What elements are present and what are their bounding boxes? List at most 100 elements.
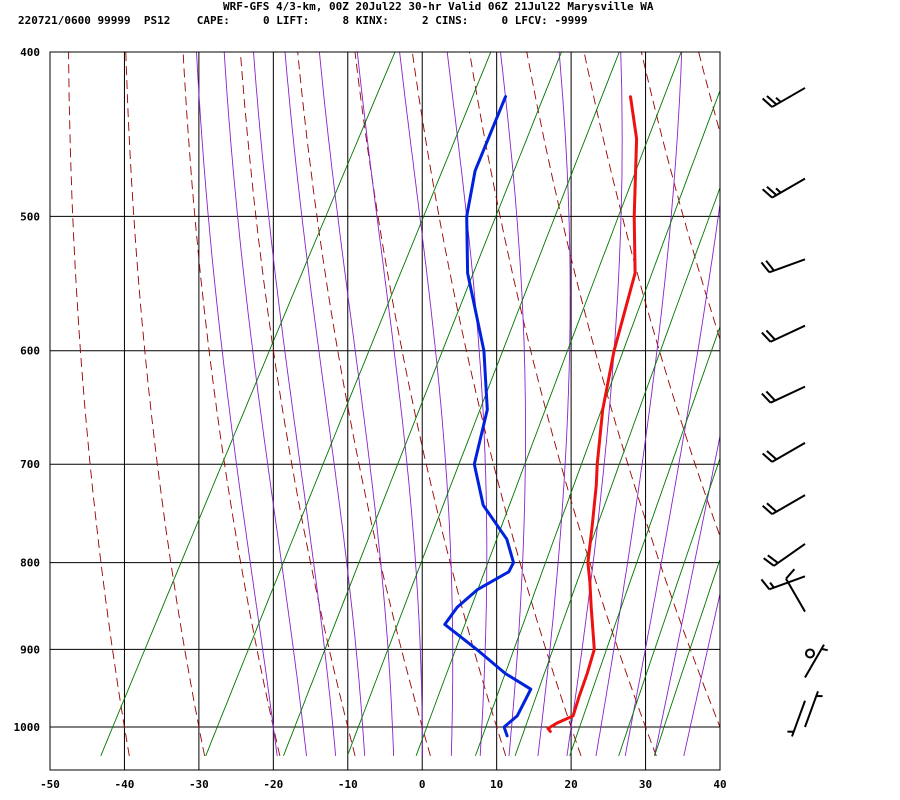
sounding-indices: 220721/0600 99999 PS12 CAPE: 0 LIFT: 8 K… — [18, 14, 588, 27]
barb-flag — [765, 329, 776, 341]
moist-adiabat — [683, 591, 720, 756]
x-tick-label: 0 — [419, 778, 426, 791]
barb-flag — [766, 450, 778, 461]
barb-staff — [771, 87, 806, 108]
temperature-trace — [546, 95, 639, 733]
barb-half-flag — [821, 647, 828, 652]
y-tick-label: 600 — [20, 345, 40, 358]
mixing-ratio-line — [654, 557, 720, 757]
barb-staff — [804, 644, 825, 678]
moist-adiabat — [624, 201, 720, 756]
mixing-ratio-line — [415, 52, 682, 757]
dry-adiabat — [698, 52, 720, 134]
mixing-ratio-line — [569, 325, 720, 757]
dry-adiabat — [297, 52, 431, 757]
wind-barb — [804, 644, 828, 678]
barb-flag — [767, 554, 779, 564]
dry-adiabat — [583, 52, 720, 538]
barb-flag — [761, 452, 773, 463]
dry-adiabat — [354, 52, 507, 757]
barb-flag — [760, 261, 771, 273]
moist-adiabat — [399, 52, 454, 756]
moist-adiabat — [566, 52, 623, 756]
dewpoint-trace — [443, 95, 533, 738]
wind-barb — [761, 87, 806, 108]
x-tick-label: 40 — [713, 778, 726, 791]
barb-flag — [761, 97, 773, 108]
chart-title: WRF-GFS 4/3-km, 00Z 20Jul22 30-hr Valid … — [223, 0, 654, 13]
moist-adiabat — [356, 52, 423, 756]
mixing-ratio-line — [283, 52, 562, 757]
barb-half-flag — [775, 187, 782, 194]
barb-staff — [768, 575, 806, 591]
dry-adiabat — [865, 33, 900, 756]
x-tick-label: -50 — [40, 778, 60, 791]
wind-barb — [760, 575, 806, 591]
x-tick-label: -20 — [263, 778, 283, 791]
wind-barbs — [760, 87, 828, 737]
wind-barb — [761, 442, 806, 463]
barb-flag — [766, 185, 778, 196]
moist-adiabat — [654, 433, 720, 756]
sounding-traces — [443, 95, 639, 738]
x-tick-label: 10 — [490, 778, 503, 791]
y-tick-label: 800 — [20, 557, 40, 570]
y-tick-label: 400 — [20, 46, 40, 59]
x-tick-label: -40 — [115, 778, 135, 791]
dry-adiabat — [526, 52, 720, 729]
wind-barb — [761, 324, 806, 343]
wind-barb — [804, 690, 823, 728]
mixing-ratio-line — [205, 52, 492, 757]
barb-staff — [773, 543, 806, 567]
barb-staff — [771, 177, 806, 199]
moist-adiabat — [318, 52, 395, 756]
barb-flag — [761, 392, 772, 404]
wind-barb — [761, 385, 806, 404]
moist-adiabat — [500, 52, 526, 756]
barb-staff — [770, 385, 806, 404]
plot-frame — [49, 51, 721, 771]
dry-adiabat — [751, 33, 900, 756]
wind-barb — [785, 568, 806, 613]
barb-flag — [765, 260, 775, 272]
dry-adiabat — [239, 52, 356, 757]
wind-barb — [763, 543, 806, 567]
barb-staff — [771, 494, 806, 516]
x-tick-label: -30 — [189, 778, 209, 791]
barb-staff — [771, 442, 806, 463]
barb-flag — [766, 95, 778, 106]
barb-flag — [761, 188, 773, 199]
mixing-ratio-line — [346, 52, 620, 757]
barb-half-flag — [775, 96, 782, 103]
wind-barb — [761, 177, 806, 199]
moist-adiabat — [223, 52, 307, 756]
dry-adiabat — [640, 52, 720, 341]
moist-adiabat — [196, 52, 278, 756]
barb-staff — [804, 690, 819, 728]
x-tick-label: -10 — [338, 778, 358, 791]
y-tick-label: 500 — [20, 210, 40, 223]
barb-flag — [760, 578, 771, 590]
moist-adiabat — [284, 52, 366, 756]
mixing-ratio-line — [474, 89, 720, 757]
dry-adiabat — [68, 52, 130, 756]
wind-barb — [761, 494, 806, 516]
barb-flag — [785, 568, 796, 580]
mixing-ratio-line — [100, 52, 396, 757]
barb-staff — [791, 700, 806, 737]
mixing-ratio-line — [618, 457, 720, 757]
y-tick-label: 900 — [20, 643, 40, 656]
barb-staff — [785, 578, 806, 613]
wind-barb — [805, 648, 815, 659]
barb-flag — [765, 390, 776, 402]
barb-flag — [763, 557, 775, 567]
moist-adiabat — [537, 52, 571, 756]
barb-staff — [768, 258, 806, 274]
x-tick-label: 20 — [564, 778, 577, 791]
barb-flag — [761, 331, 772, 343]
barb-flag — [766, 502, 778, 513]
barb-flag — [761, 505, 773, 515]
dry-adiabat — [182, 52, 281, 757]
barb-staff — [770, 324, 806, 343]
x-tick-label: 30 — [639, 778, 652, 791]
